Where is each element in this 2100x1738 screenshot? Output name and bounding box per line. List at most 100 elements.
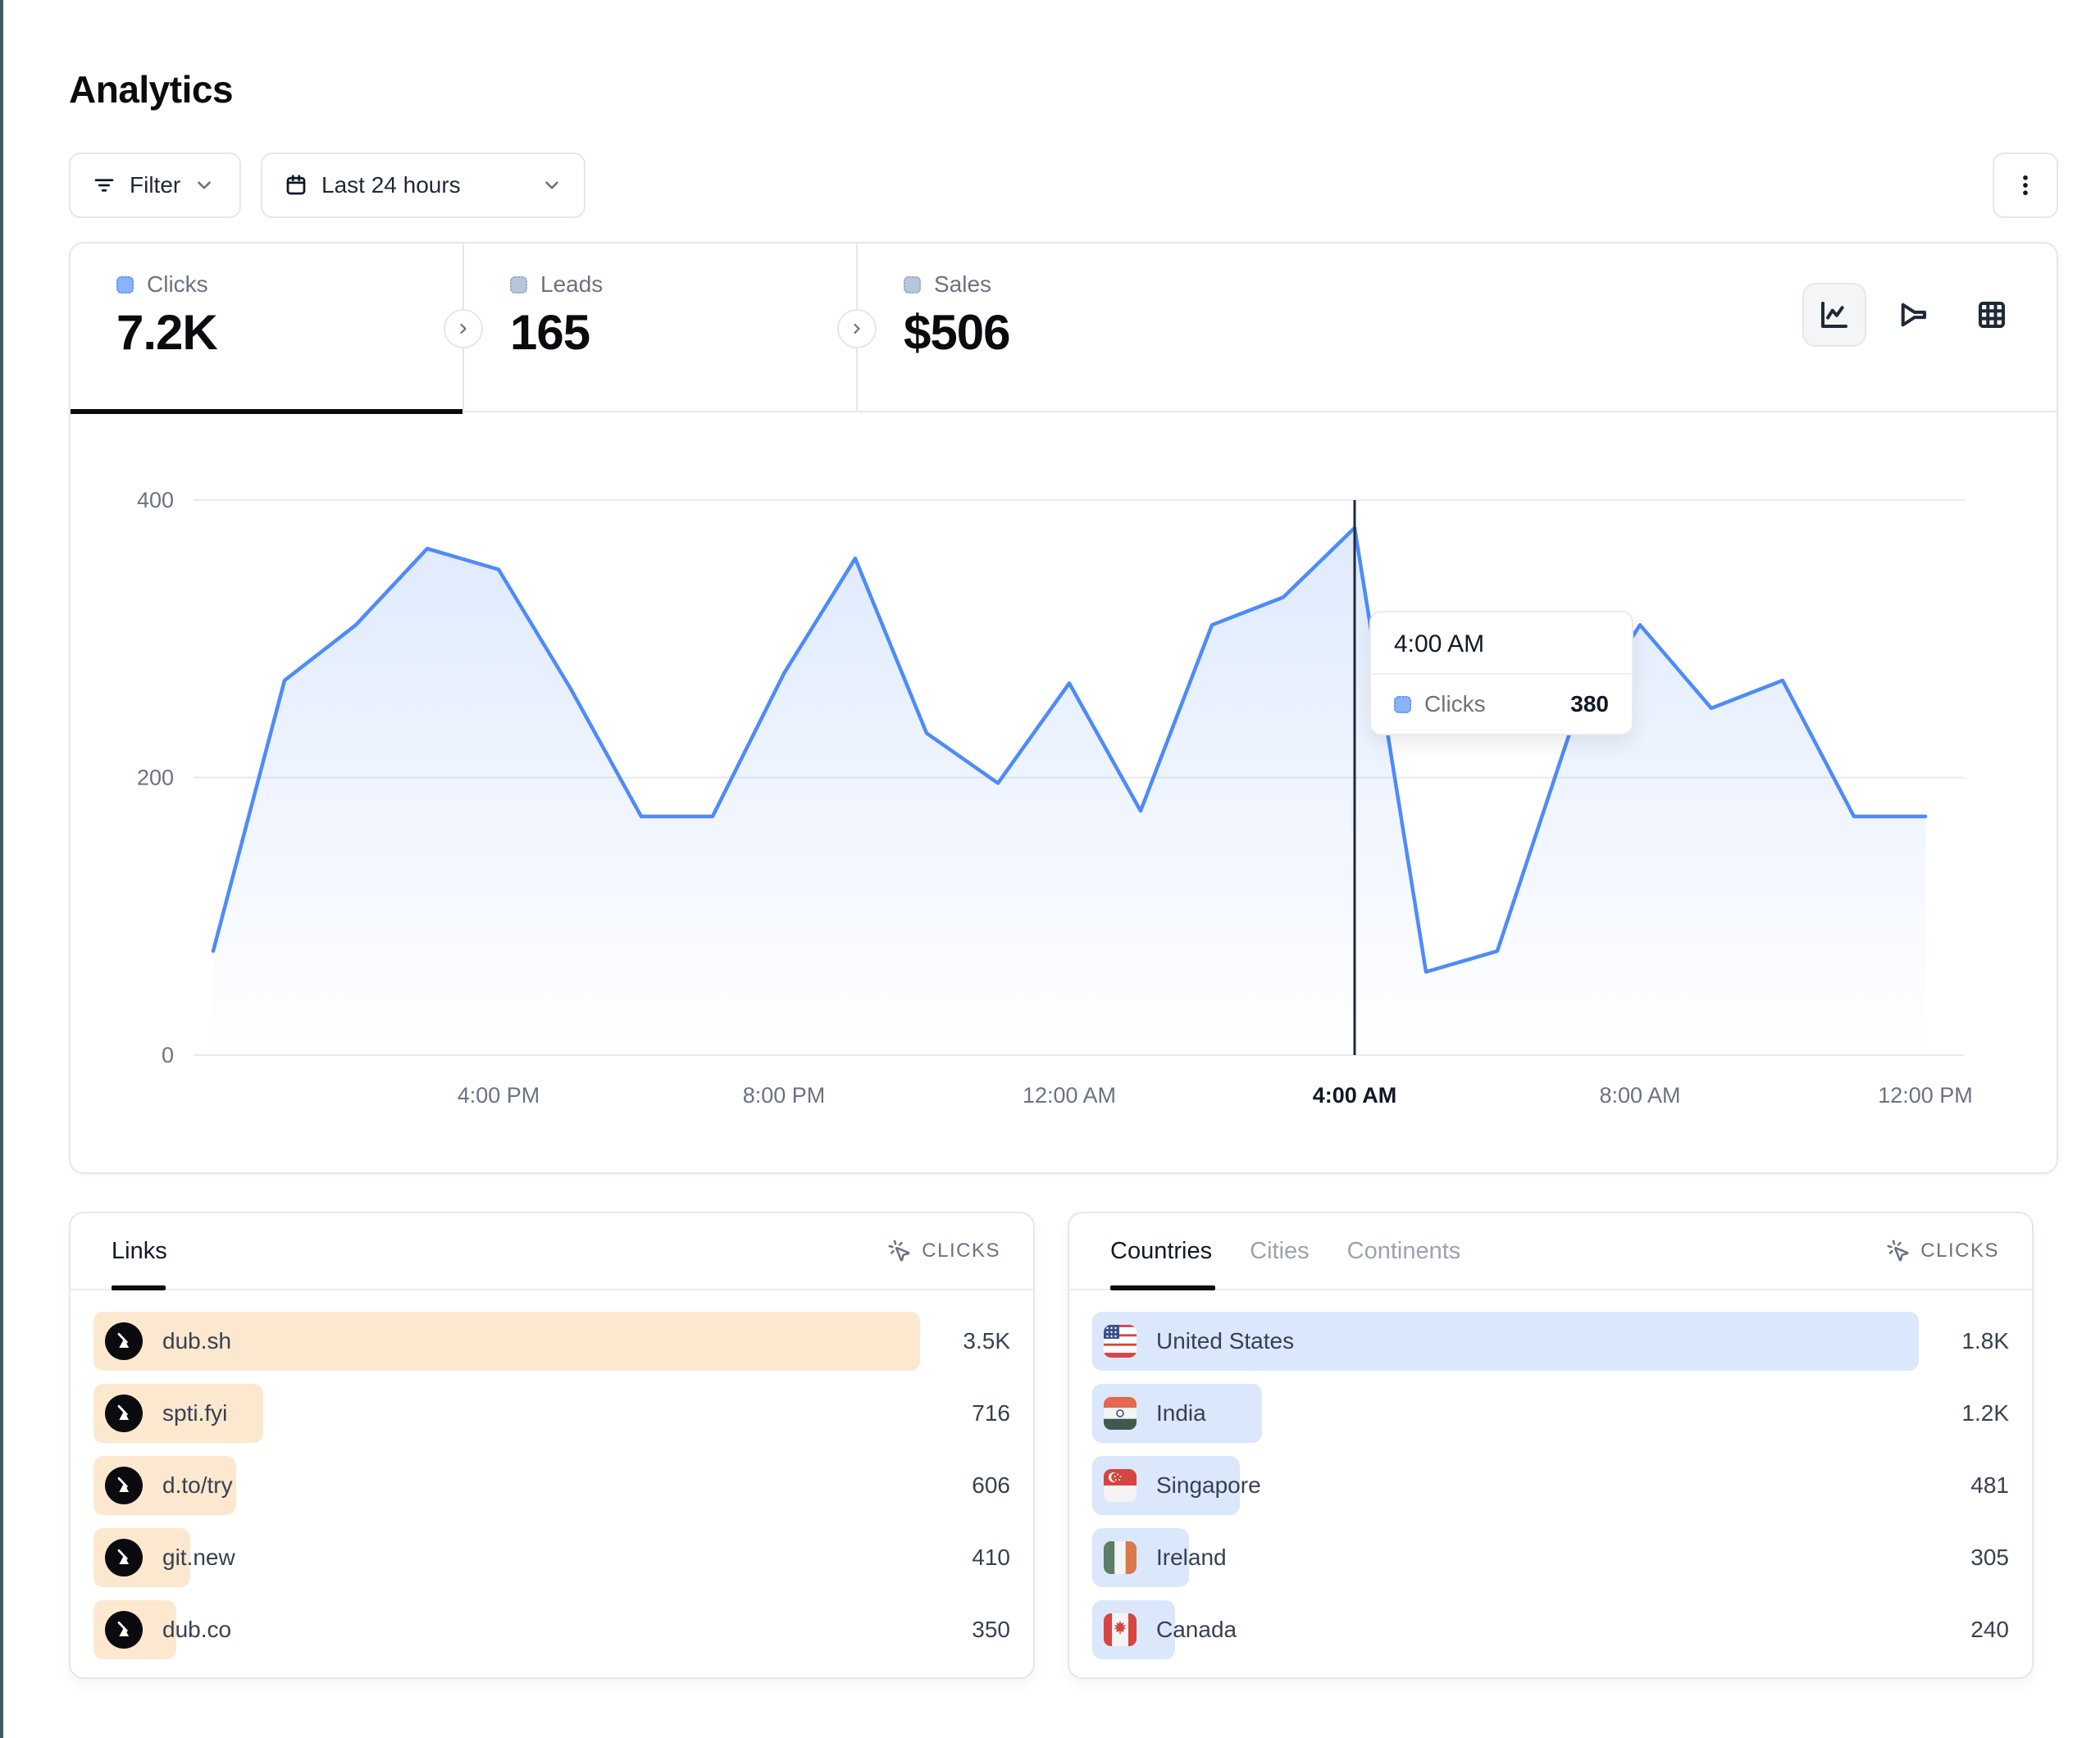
tab-links[interactable]: Links — [112, 1237, 167, 1264]
svg-text:8:00 AM: 8:00 AM — [1599, 1083, 1680, 1108]
sg-flag-icon — [1104, 1469, 1137, 1502]
us-flag-icon — [1104, 1325, 1137, 1358]
date-range-label: Last 24 hours — [321, 172, 461, 198]
metric-tab-sales[interactable]: Sales $506 — [858, 243, 1383, 412]
row-content: Singapore — [1092, 1456, 1261, 1515]
tab-cities[interactable]: Cities — [1250, 1237, 1310, 1264]
svg-text:400: 400 — [137, 488, 174, 512]
dub-logo-icon — [105, 1539, 143, 1576]
row-label: Ireland — [1156, 1545, 1227, 1570]
list-item[interactable]: Canada 240 — [1092, 1600, 2009, 1659]
metric-tab-leads[interactable]: Leads 165 — [464, 243, 856, 412]
list-item[interactable]: India 1.2K — [1092, 1384, 2009, 1443]
svg-text:4:00 AM: 4:00 AM — [1313, 1083, 1397, 1108]
row-label: git.new — [162, 1545, 235, 1570]
metric-header-label: CLICKS — [1920, 1240, 1999, 1262]
leads-legend-square — [510, 275, 527, 293]
expand-leads-button[interactable] — [837, 309, 877, 348]
links-list: dub.sh 3.5K spti.fyi 716 d.to/try 606 — [71, 1290, 1033, 1659]
row-value: 1.2K — [1961, 1400, 2009, 1426]
dub-logo-icon — [105, 1467, 143, 1504]
clicks-legend-square — [116, 275, 134, 293]
list-item[interactable]: dub.co 350 — [93, 1600, 1010, 1659]
metric-label: Clicks — [147, 271, 208, 297]
tooltip-value: 380 — [1570, 691, 1609, 717]
bar-zone: Canada — [1092, 1600, 1919, 1659]
svg-text:12:00 AM: 12:00 AM — [1023, 1083, 1116, 1108]
cursor-click-icon — [888, 1240, 910, 1262]
active-tab-underline — [1110, 1285, 1215, 1290]
line-chart-view-button[interactable] — [1802, 283, 1866, 347]
tooltip-series-label: Clicks — [1424, 691, 1486, 717]
metric-header-label: CLICKS — [922, 1240, 1000, 1262]
metric-label-row: Clicks — [116, 271, 208, 298]
metric-label: Sales — [934, 271, 992, 297]
analytics-card: Clicks 7.2K Leads 165 Sales $506 — [69, 242, 2058, 1174]
chevron-right-icon — [854, 323, 860, 334]
chevron-right-icon — [460, 323, 467, 334]
bar-zone: Singapore — [1092, 1456, 1919, 1515]
bar-zone: India — [1092, 1384, 1919, 1443]
chevron-down-icon — [198, 181, 212, 189]
list-item[interactable]: Ireland 305 — [1092, 1528, 2009, 1587]
clicks-value: 7.2K — [116, 305, 218, 360]
grid-table-icon — [1978, 301, 2006, 329]
metric-tab-clicks[interactable]: Clicks 7.2K — [71, 243, 462, 414]
links-panel-header: Links CLICKS — [71, 1213, 1033, 1290]
list-item[interactable]: d.to/try 606 — [93, 1456, 1010, 1515]
links-metric-header[interactable]: CLICKS — [887, 1239, 1000, 1263]
kebab-menu-icon — [2023, 175, 2028, 196]
list-item[interactable]: dub.sh 3.5K — [93, 1312, 1010, 1371]
in-flag-icon — [1104, 1397, 1137, 1430]
row-label: spti.fyi — [162, 1400, 228, 1426]
row-value: 606 — [972, 1472, 1010, 1498]
row-value: 350 — [972, 1617, 1010, 1642]
funnel-icon — [1901, 303, 1927, 327]
x-axis-labels: 4:00 PM 8:00 PM 12:00 AM 4:00 AM 8:00 AM 12:0… — [458, 1083, 1973, 1108]
row-value: 481 — [1970, 1472, 2009, 1498]
calendar-icon — [286, 175, 306, 195]
row-content: Ireland — [1092, 1528, 1227, 1587]
countries-tabs: Countries Cities Continents — [1110, 1213, 1460, 1289]
value-bar — [1092, 1312, 1919, 1371]
svg-text:8:00 PM: 8:00 PM — [743, 1083, 826, 1108]
row-content: dub.co — [93, 1600, 231, 1659]
list-item[interactable]: spti.fyi 716 — [93, 1384, 1010, 1443]
table-view-button[interactable] — [1960, 283, 2024, 347]
filter-icon — [94, 179, 114, 192]
countries-metric-header[interactable]: CLICKS — [1886, 1239, 1999, 1263]
bar-zone: d.to/try — [93, 1456, 920, 1515]
ca-flag-icon — [1104, 1613, 1137, 1646]
funnel-view-button[interactable] — [1881, 283, 1945, 347]
sales-legend-square — [904, 275, 921, 293]
list-item[interactable]: git.new 410 — [93, 1528, 1010, 1587]
expand-clicks-button[interactable] — [444, 309, 483, 348]
cursor-click-icon — [1887, 1240, 1909, 1262]
list-item[interactable]: United States 1.8K — [1092, 1312, 2009, 1371]
row-value: 3.5K — [963, 1328, 1010, 1354]
row-content: d.to/try — [93, 1456, 233, 1515]
ie-flag-icon — [1104, 1541, 1137, 1574]
svg-text:0: 0 — [162, 1043, 174, 1067]
tab-continents[interactable]: Continents — [1346, 1237, 1461, 1264]
dub-logo-icon — [105, 1394, 143, 1432]
tab-countries[interactable]: Countries — [1110, 1237, 1213, 1264]
list-item[interactable]: Singapore 481 — [1092, 1456, 2009, 1515]
row-value: 240 — [1970, 1617, 2009, 1642]
tooltip-series-row: Clicks 380 — [1371, 675, 1632, 734]
row-content: dub.sh — [93, 1312, 231, 1371]
window-edge — [0, 0, 3, 1738]
metric-label-row: Sales — [904, 271, 991, 298]
date-range-button[interactable]: Last 24 hours — [261, 152, 585, 218]
row-label: United States — [1156, 1328, 1295, 1354]
dub-logo-icon — [105, 1322, 143, 1360]
clicks-area-chart[interactable]: 0 200 400 4:00 PM 8:00 PM 12:00 AM 4:00 AM 8:0… — [71, 243, 2060, 1176]
metrics-row: Clicks 7.2K Leads 165 Sales $506 — [71, 243, 2057, 414]
countries-panel-header: Countries Cities Continents CLICKS — [1069, 1213, 2032, 1290]
row-label: Singapore — [1156, 1472, 1261, 1498]
filter-button-label: Filter — [130, 172, 181, 198]
filter-button[interactable]: Filter — [69, 152, 241, 218]
countries-list: United States 1.8K India 1.2K Singapore … — [1069, 1290, 2032, 1659]
more-menu-button[interactable] — [1993, 152, 2058, 218]
clicks-legend-square — [1394, 695, 1411, 713]
